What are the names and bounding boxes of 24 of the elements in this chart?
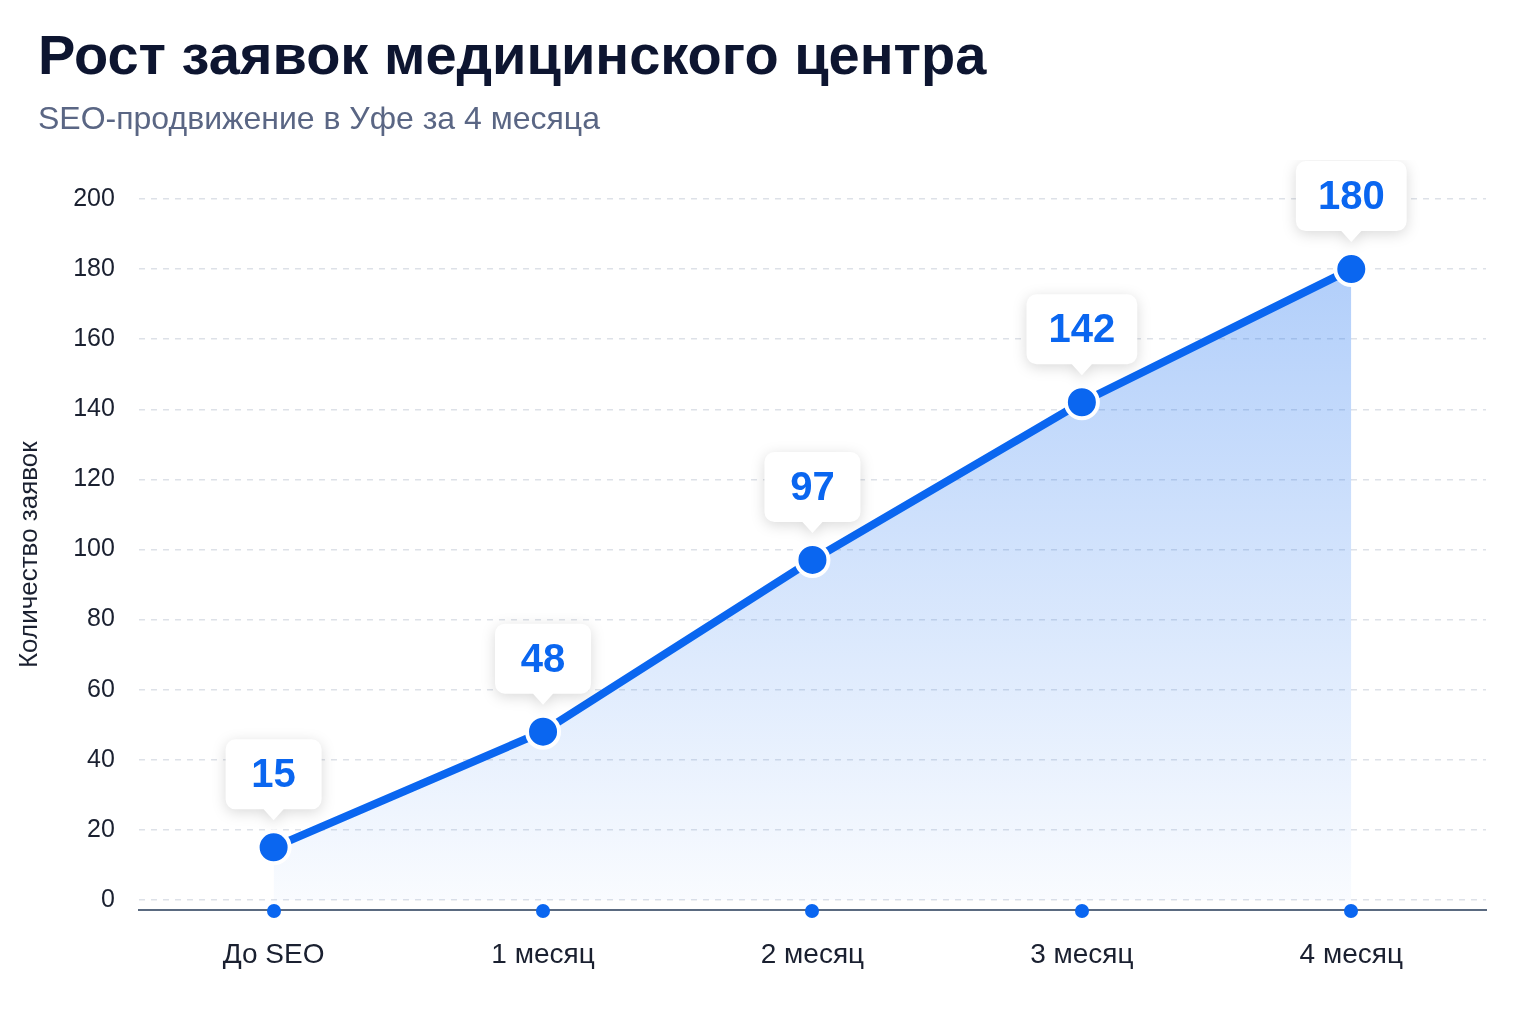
data-label: 48 xyxy=(520,635,566,680)
y-tick-label: 140 xyxy=(73,393,115,422)
x-tick-label: До SEO xyxy=(222,937,325,969)
y-tick-label: 120 xyxy=(73,463,115,492)
y-tick-label: 0 xyxy=(101,883,115,912)
y-tick-label: 80 xyxy=(87,603,115,632)
y-tick-label: 20 xyxy=(87,813,115,842)
data-label: 97 xyxy=(790,463,835,508)
y-axis-title: Количество заявок xyxy=(12,440,43,669)
data-label: 15 xyxy=(251,751,296,796)
x-tick-label: 1 месяц xyxy=(491,937,595,969)
data-label: 142 xyxy=(1048,306,1116,351)
y-tick-label: 40 xyxy=(87,743,115,772)
y-tick-label: 100 xyxy=(73,533,115,562)
y-tick-label: 180 xyxy=(73,252,115,281)
y-tick-label: 160 xyxy=(73,323,115,352)
chart-title: Рост заявок медицинского центра xyxy=(38,22,987,87)
x-tick-label: 3 месяц xyxy=(1030,937,1134,969)
y-tick-label: 200 xyxy=(73,182,115,211)
x-tick-label: 2 месяц xyxy=(760,937,865,969)
chart-subtitle: SEO-продвижение в Уфе за 4 месяца xyxy=(38,100,600,137)
data-label: 180 xyxy=(1317,173,1385,218)
x-tick-label: 4 месяц xyxy=(1299,937,1403,969)
y-tick-label: 60 xyxy=(87,673,115,702)
